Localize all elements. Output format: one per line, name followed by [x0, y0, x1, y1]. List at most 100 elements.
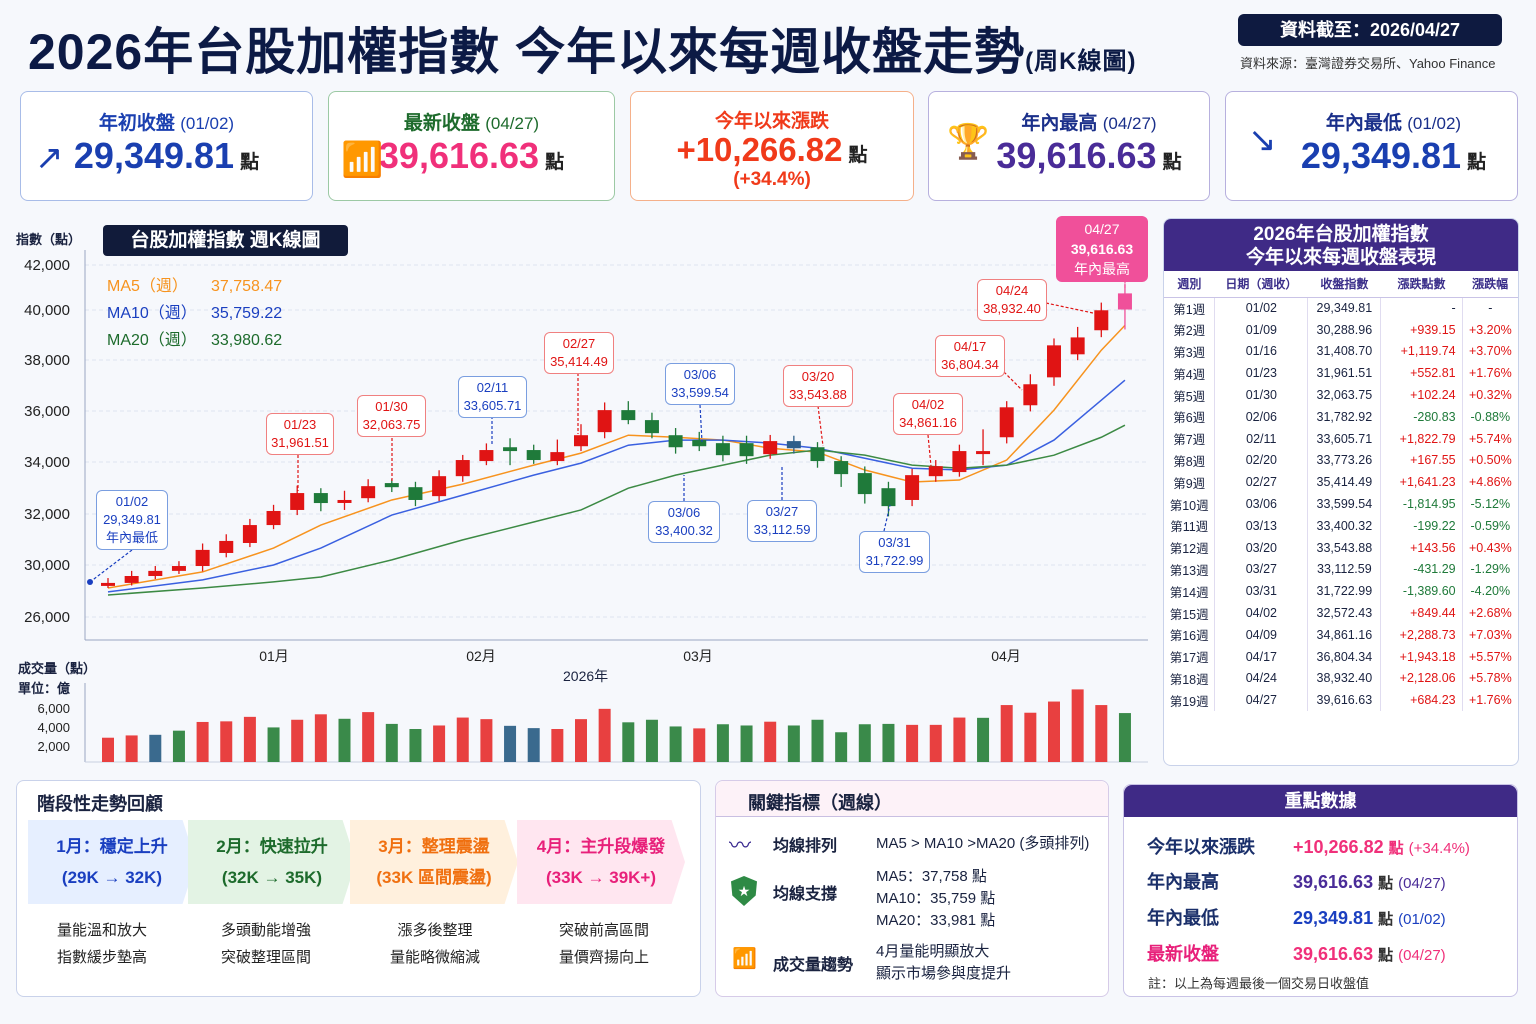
table-cell: 第1週	[1173, 302, 1206, 317]
table-cell: 02/11	[1214, 427, 1308, 450]
table-cell: +102.24	[1380, 384, 1463, 406]
callout-0306-high: 03/06 33,599.54	[665, 363, 735, 405]
table-cell: +0.50%	[1461, 449, 1518, 472]
candle-body	[432, 476, 447, 497]
phase-review-title: 階段性走勢回顧	[37, 794, 163, 814]
table-cell: 02/27	[1214, 471, 1308, 494]
table-cell: +2.68%	[1461, 602, 1518, 624]
table-cell: 02/20	[1214, 449, 1308, 472]
table-cell: 33,605.71	[1307, 427, 1381, 450]
volume-bar	[787, 725, 800, 762]
table-cell: -0.88%	[1461, 405, 1518, 428]
y-tick-label: 42,000	[24, 257, 70, 274]
volume-bar	[385, 723, 398, 762]
callout-leader	[89, 549, 133, 583]
table-cell: 第5週	[1173, 389, 1206, 404]
table-row: 第18週 04/24 38,932.40 +2,128.06 +5.78%	[1164, 667, 1518, 690]
table-cell: +1,641.23	[1380, 471, 1463, 494]
table-cell: 第2週	[1173, 324, 1206, 339]
volume-bar	[267, 727, 280, 762]
table-cell: 03/13	[1214, 514, 1308, 537]
phase-apr: 4月：主升段爆發 (33K → 39K+)	[517, 820, 685, 904]
candle-body	[928, 466, 943, 477]
volume-bar	[1024, 712, 1037, 762]
volume-bar	[314, 714, 327, 762]
bar-growth-icon: 📶	[341, 141, 384, 179]
table-cell: -199.22	[1380, 514, 1463, 537]
callout-leader	[817, 405, 824, 447]
table-cell: 01/02	[1214, 297, 1308, 319]
volume-tick-label: 4,000	[37, 720, 70, 735]
candle-body	[739, 443, 754, 457]
table-cell: 第9週	[1173, 476, 1206, 491]
ma-order-label: 均線排列	[773, 838, 838, 855]
table-cell: 33,599.54	[1307, 493, 1381, 515]
table-cell: +849.44	[1380, 602, 1463, 624]
volume-bar	[645, 719, 658, 762]
table-cell: 04/24	[1214, 667, 1308, 690]
candle-body	[479, 450, 494, 462]
candle-body	[1094, 310, 1109, 331]
table-cell: +5.78%	[1461, 667, 1518, 690]
ma-support-label: 均線支撐	[773, 886, 838, 903]
volume-bar	[220, 721, 233, 762]
candle-body	[455, 460, 470, 477]
candle-body	[171, 566, 186, 571]
table-cell: 34,861.16	[1307, 623, 1381, 646]
table-cell: 第10週	[1169, 498, 1209, 513]
table-row: 第7週 02/11 33,605.71 +1,822.79 +5.74%	[1164, 427, 1518, 450]
table-cell: +3.20%	[1461, 318, 1518, 341]
callout-leader	[1045, 302, 1094, 314]
table-cell: -4.20%	[1461, 580, 1518, 603]
table-cell: 01/16	[1214, 340, 1308, 363]
volume-bar	[551, 729, 564, 762]
volume-bar	[243, 716, 256, 762]
table-cell: 32,572.43	[1307, 602, 1381, 624]
table-cell: -280.83	[1380, 405, 1463, 428]
callout-0211: 02/11 33,605.71	[458, 376, 527, 418]
table-cell: +167.55	[1380, 449, 1463, 472]
candle-body	[101, 582, 115, 586]
ma20-support: MA20：33,981 點	[876, 912, 996, 929]
volume-unit: 單位：億	[18, 681, 71, 696]
table-row: 第11週 03/13 33,400.32 -199.22 -0.59%	[1164, 514, 1518, 537]
legend-ma10: MA10（週） 35,759.22	[107, 305, 283, 322]
ma10-support: MA10：35,759 點	[876, 890, 996, 907]
candle-body	[857, 473, 872, 495]
candle-body	[503, 447, 518, 452]
candle-body	[715, 443, 730, 456]
table-cell: +5.74%	[1461, 427, 1518, 450]
volume-bar	[1000, 705, 1013, 762]
table-cell: 03/06	[1214, 493, 1308, 515]
volume-bar	[575, 719, 587, 762]
key-indicators-panel: 關鍵指標（週線）	[715, 780, 1109, 997]
table-cell: 33,400.32	[1307, 514, 1381, 537]
table-cell: 38,932.40	[1307, 667, 1381, 690]
callout-0427-high: 04/27 39,616.63 年內最高	[1056, 216, 1148, 282]
table-cell: 04/09	[1214, 623, 1308, 646]
summary-low: 年內最低 29,349.81 點 (01/02)	[1147, 908, 1446, 928]
candle-body	[881, 488, 896, 507]
table-cell: -5.12%	[1461, 493, 1518, 515]
table-cell: -0.59%	[1461, 514, 1518, 537]
volume-bar	[716, 724, 729, 762]
phase-apr-note: 突破前高區間 量價齊揚向上	[558, 922, 649, 966]
callout-0320: 03/20 33,543.88	[783, 365, 853, 407]
table-cell: 31,782.92	[1307, 405, 1381, 428]
y-axis-label: 指數（點）	[16, 232, 82, 247]
table-cell: 03/20	[1214, 536, 1308, 559]
table-cell: 第19週	[1169, 694, 1209, 709]
callout-leader	[927, 434, 932, 467]
table-cell: +1.76%	[1461, 362, 1518, 385]
table-row: 第9週 02/27 35,414.49 +1,641.23 +4.86%	[1164, 471, 1518, 494]
card-ytd-change: 今年以來漲跌 +10,266.82 點 (+34.4%)	[630, 91, 914, 201]
volume-bar	[527, 728, 540, 762]
table-row: 第2週 01/09 30,288.96 +939.15 +3.20%	[1164, 318, 1518, 341]
table-cell: 33,543.88	[1307, 536, 1381, 559]
table-cell: 04/27	[1214, 689, 1308, 712]
trophy-icon: 🏆	[947, 123, 990, 161]
phase-mar-note: 漲多後整理 量能略微縮減	[389, 922, 480, 966]
candle-body	[976, 451, 991, 455]
table-cell: 第4週	[1173, 367, 1206, 382]
volume-bar	[362, 712, 375, 762]
